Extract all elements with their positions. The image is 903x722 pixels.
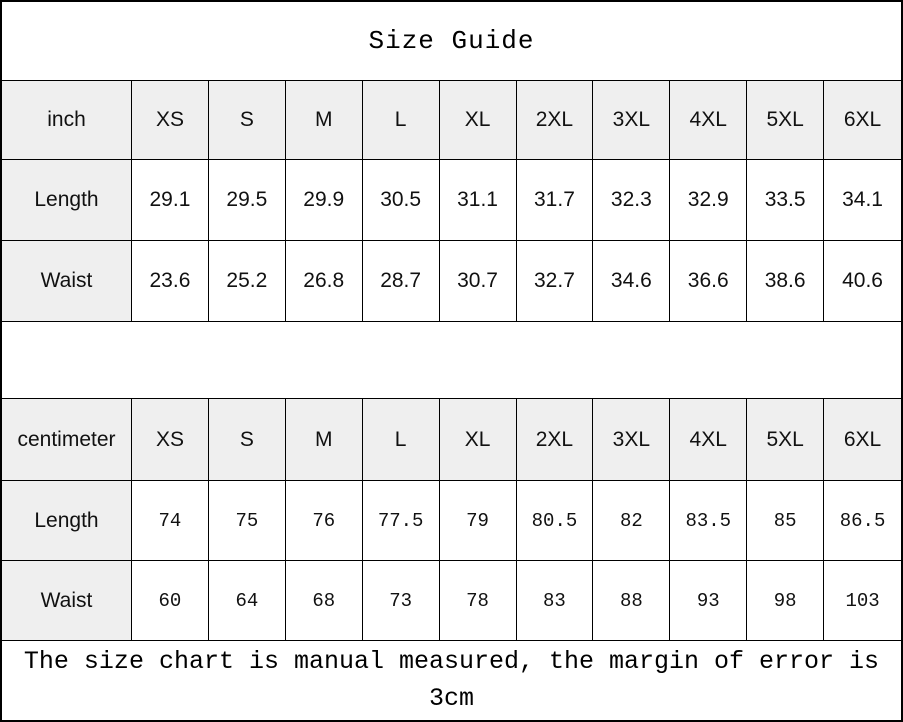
value-cell: 25.2 xyxy=(208,241,286,322)
size-header-cell: 3XL xyxy=(593,81,671,160)
value-cell: 32.3 xyxy=(593,160,671,241)
size-header-cell: XL xyxy=(439,81,517,160)
table-spacer xyxy=(2,322,901,399)
size-header-cell: 6XL xyxy=(824,81,901,160)
size-header-cell: M xyxy=(285,81,363,160)
value-cell: 32.9 xyxy=(670,160,748,241)
size-header-cell: 2XL xyxy=(516,399,594,481)
value-cell: 79 xyxy=(439,481,517,561)
value-cell: 26.8 xyxy=(285,241,363,322)
value-cell: 30.5 xyxy=(362,160,440,241)
row-label-cell: Length xyxy=(2,160,132,241)
value-cell: 29.1 xyxy=(132,160,209,241)
value-cell: 60 xyxy=(132,561,209,641)
value-cell: 103 xyxy=(824,561,901,641)
row-label-cell: Length xyxy=(2,481,132,561)
value-cell: 78 xyxy=(439,561,517,641)
value-cell: 98 xyxy=(747,561,825,641)
value-cell: 29.5 xyxy=(208,160,286,241)
value-cell: 23.6 xyxy=(132,241,209,322)
value-cell: 80.5 xyxy=(516,481,594,561)
size-header-cell: XS xyxy=(132,399,209,481)
size-header-cell: 3XL xyxy=(593,399,671,481)
value-cell: 34.6 xyxy=(593,241,671,322)
size-header-cell: XS xyxy=(132,81,209,160)
size-header-cell: S xyxy=(208,399,286,481)
value-cell: 32.7 xyxy=(516,241,594,322)
size-header-cell: L xyxy=(362,81,440,160)
footer-note: The size chart is manual measured, the m… xyxy=(2,641,901,720)
value-cell: 75 xyxy=(208,481,286,561)
size-header-cell: 5XL xyxy=(747,81,825,160)
value-cell: 85 xyxy=(747,481,825,561)
value-cell: 88 xyxy=(593,561,671,641)
value-cell: 31.7 xyxy=(516,160,594,241)
value-cell: 83 xyxy=(516,561,594,641)
value-cell: 33.5 xyxy=(747,160,825,241)
size-header-cell: 4XL xyxy=(670,399,748,481)
value-cell: 74 xyxy=(132,481,209,561)
unit-cell-inch: inch xyxy=(2,81,132,160)
value-cell: 73 xyxy=(362,561,440,641)
size-header-cell: 5XL xyxy=(747,399,825,481)
value-cell: 28.7 xyxy=(362,241,440,322)
row-label-cell: Waist xyxy=(2,561,132,641)
value-cell: 30.7 xyxy=(439,241,517,322)
value-cell: 77.5 xyxy=(362,481,440,561)
size-header-cell: M xyxy=(285,399,363,481)
row-label-cell: Waist xyxy=(2,241,132,322)
value-cell: 40.6 xyxy=(824,241,901,322)
size-header-cell: 2XL xyxy=(516,81,594,160)
value-cell: 36.6 xyxy=(670,241,748,322)
size-header-cell: S xyxy=(208,81,286,160)
value-cell: 83.5 xyxy=(670,481,748,561)
size-header-cell: 4XL xyxy=(670,81,748,160)
value-cell: 86.5 xyxy=(824,481,901,561)
footer-note-text: The size chart is manual measured, the m… xyxy=(23,647,880,713)
size-header-cell: 6XL xyxy=(824,399,901,481)
page-title: Size Guide xyxy=(2,2,901,81)
value-cell: 38.6 xyxy=(747,241,825,322)
size-header-cell: XL xyxy=(439,399,517,481)
size-header-cell: L xyxy=(362,399,440,481)
value-cell: 64 xyxy=(208,561,286,641)
value-cell: 29.9 xyxy=(285,160,363,241)
unit-cell-centimeter: centimeter xyxy=(2,399,132,481)
value-cell: 82 xyxy=(593,481,671,561)
value-cell: 93 xyxy=(670,561,748,641)
value-cell: 68 xyxy=(285,561,363,641)
value-cell: 76 xyxy=(285,481,363,561)
value-cell: 34.1 xyxy=(824,160,901,241)
value-cell: 31.1 xyxy=(439,160,517,241)
